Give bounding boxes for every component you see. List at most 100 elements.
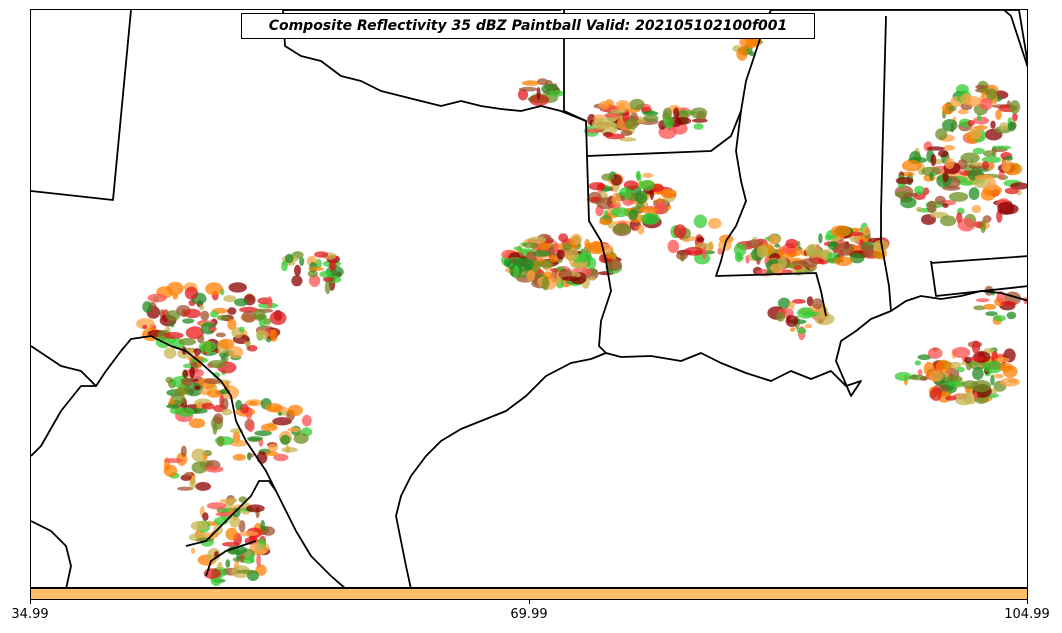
reflectivity-blob: [206, 502, 227, 510]
gulf-coastline: [605, 290, 1027, 397]
reflectivity-blob: [189, 477, 196, 489]
reflectivity-blob: [314, 251, 329, 258]
reflectivity-blob: [191, 547, 196, 554]
reflectivity-blob: [980, 219, 987, 234]
reflectivity-blob: [981, 161, 990, 170]
colorbar-tick-label-left: 34.99: [11, 607, 49, 622]
reflectivity-blob: [935, 128, 948, 141]
reflectivity-blob: [218, 338, 235, 350]
reflectivity-blob: [522, 80, 540, 86]
reflectivity-blob: [578, 252, 593, 262]
reflectivity-blob: [537, 78, 549, 86]
reflectivity-blob: [253, 308, 266, 321]
reflectivity-blob: [256, 553, 261, 568]
reflectivity-blob: [934, 195, 946, 205]
reflectivity-blob: [923, 361, 935, 376]
reflectivity-blob: [702, 246, 707, 260]
reflectivity-blob: [239, 306, 258, 313]
reflectivity-blob: [640, 213, 661, 225]
reflectivity-blob: [862, 244, 874, 258]
reflectivity-blob: [308, 267, 324, 271]
reflectivity-blob: [862, 226, 870, 236]
texas-coastline: [395, 352, 607, 587]
reflectivity-blob: [142, 301, 153, 313]
reflectivity-blob: [605, 133, 625, 140]
reflectivity-blob: [589, 276, 596, 281]
reflectivity-blob: [281, 447, 298, 453]
reflectivity-blob: [184, 471, 195, 477]
reflectivity-blob: [619, 137, 637, 142]
reflectivity-blob: [185, 368, 204, 378]
reflectivity-blob: [660, 188, 677, 199]
reflectivity-blob: [277, 411, 283, 416]
reflectivity-blob: [556, 249, 566, 260]
reflectivity-blob: [260, 520, 266, 532]
reflectivity-blob: [549, 90, 564, 97]
reflectivity-blob: [212, 372, 221, 378]
reflectivity-blob: [806, 296, 814, 307]
reflectivity-paintball-layer: [136, 30, 1027, 587]
reflectivity-blob: [164, 458, 183, 464]
reflectivity-blob: [991, 145, 1012, 150]
reflectivity-blob: [254, 430, 272, 437]
reflectivity-blob: [990, 374, 995, 386]
reflectivity-blob: [956, 212, 963, 224]
reflectivity-blob: [265, 403, 283, 413]
reflectivity-blob: [969, 126, 982, 140]
reflectivity-blob: [789, 301, 795, 310]
reflectivity-blob: [182, 318, 195, 324]
reflectivity-blob: [598, 100, 610, 110]
reflectivity-blob: [228, 346, 244, 359]
reflectivity-blob: [1000, 300, 1016, 307]
reflectivity-blob: [198, 341, 217, 353]
reflectivity-blob: [964, 356, 973, 364]
reflectivity-blob: [178, 338, 197, 346]
reflectivity-blob: [960, 93, 972, 105]
reflectivity-blob: [983, 303, 997, 310]
reflectivity-blob: [986, 88, 997, 100]
reflectivity-blob: [273, 453, 289, 462]
reflectivity-blob: [690, 107, 708, 119]
reflectivity-blob: [287, 404, 303, 417]
reflectivity-blob: [227, 545, 248, 555]
reflectivity-blob: [294, 264, 301, 277]
reflectivity-blob: [997, 201, 1015, 215]
reflectivity-blob: [997, 353, 1005, 359]
reflectivity-blob: [215, 511, 235, 517]
reflectivity-blob: [916, 206, 923, 212]
reflectivity-blob: [1011, 113, 1018, 122]
reflectivity-blob: [774, 237, 780, 243]
reflectivity-blob: [967, 120, 975, 127]
reflectivity-blob: [136, 318, 155, 330]
reflectivity-blob: [193, 348, 201, 356]
reflectivity-blob: [526, 270, 536, 282]
reflectivity-blob: [917, 354, 932, 361]
reflectivity-blob: [201, 402, 215, 410]
reflectivity-blob: [239, 326, 245, 333]
reflectivity-blob: [629, 98, 645, 111]
reflectivity-blob: [662, 107, 673, 120]
reflectivity-blob: [221, 541, 240, 547]
reflectivity-blob: [522, 242, 539, 249]
reflectivity-blob: [973, 392, 978, 400]
reflectivity-blob: [999, 122, 1008, 131]
reflectivity-blob: [147, 293, 167, 303]
reflectivity-blob: [636, 172, 642, 182]
reflectivity-blob: [188, 326, 202, 339]
reflectivity-blob: [835, 243, 855, 256]
boundary-mexico-state-4: [205, 540, 257, 577]
reflectivity-blob: [246, 452, 252, 461]
reflectivity-blob: [818, 233, 823, 244]
reflectivity-blob: [676, 251, 688, 260]
reflectivity-blob: [202, 512, 209, 521]
reflectivity-blob: [518, 86, 538, 92]
reflectivity-blob: [914, 360, 921, 366]
reflectivity-blob: [972, 147, 985, 155]
reflectivity-blob: [246, 504, 265, 513]
reflectivity-blob: [584, 128, 601, 134]
reflectivity-blob: [221, 408, 233, 416]
reflectivity-blob: [805, 244, 821, 258]
reflectivity-blob: [203, 453, 208, 461]
reflectivity-blob: [227, 307, 237, 315]
reflectivity-blob: [611, 192, 621, 206]
